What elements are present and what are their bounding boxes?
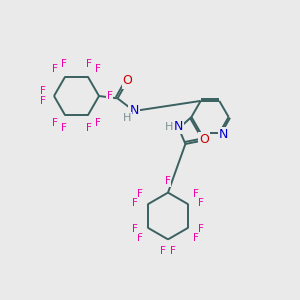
Text: F: F bbox=[193, 233, 199, 243]
Text: F: F bbox=[137, 189, 143, 199]
Text: F: F bbox=[132, 198, 138, 208]
Text: F: F bbox=[40, 96, 46, 106]
Text: F: F bbox=[198, 198, 204, 208]
Text: N: N bbox=[173, 120, 183, 134]
Text: F: F bbox=[61, 123, 67, 133]
Text: F: F bbox=[137, 233, 143, 243]
Text: O: O bbox=[123, 74, 132, 88]
Text: F: F bbox=[165, 176, 171, 186]
Text: F: F bbox=[95, 64, 101, 74]
Text: F: F bbox=[106, 91, 112, 101]
Text: F: F bbox=[170, 246, 176, 256]
Text: F: F bbox=[61, 59, 67, 69]
Text: H: H bbox=[122, 112, 131, 123]
Text: F: F bbox=[52, 118, 58, 128]
Text: N: N bbox=[129, 104, 139, 118]
Text: F: F bbox=[160, 246, 166, 256]
Text: F: F bbox=[40, 86, 46, 96]
Text: N: N bbox=[219, 128, 229, 140]
Text: O: O bbox=[199, 133, 209, 146]
Text: F: F bbox=[193, 189, 199, 199]
Text: F: F bbox=[132, 224, 138, 234]
Text: F: F bbox=[86, 123, 92, 133]
Text: F: F bbox=[95, 118, 101, 128]
Text: H: H bbox=[165, 122, 173, 132]
Text: F: F bbox=[86, 59, 92, 69]
Text: F: F bbox=[52, 64, 58, 74]
Text: F: F bbox=[198, 224, 204, 234]
